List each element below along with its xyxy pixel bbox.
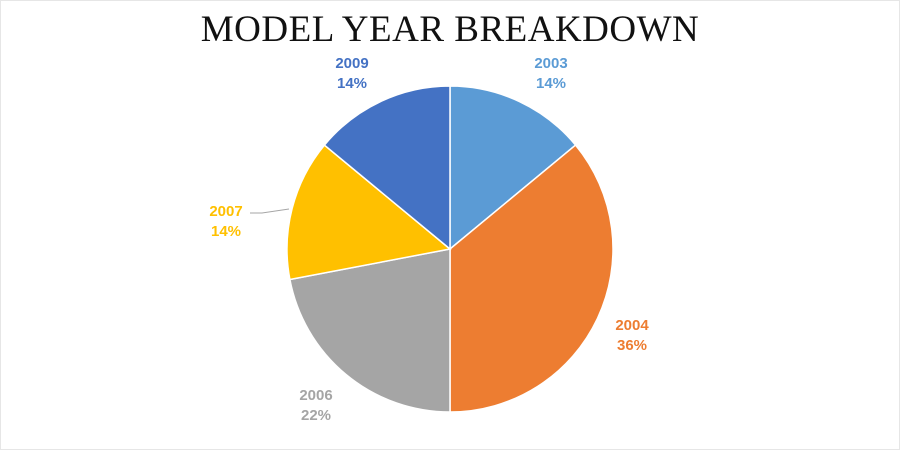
data-label-percent: 36%: [617, 337, 647, 354]
data-label-2007: 2007 14%: [209, 203, 242, 240]
leader-lines: [250, 208, 290, 214]
data-label-category: 2006: [299, 387, 332, 404]
data-labels: 2003 14% 2004 36% 2006 22% 2007 14% 2009 14%: [209, 55, 649, 424]
data-label-2004: 2004 36%: [615, 317, 649, 354]
data-label-category: 2007: [209, 203, 242, 220]
data-label-percent: 14%: [337, 75, 367, 92]
leader-line-2007: [250, 208, 290, 214]
pie-slices: [286, 85, 614, 413]
data-label-2003: 2003 14%: [534, 55, 567, 92]
data-label-2006: 2006 22%: [299, 387, 332, 424]
data-label-percent: 14%: [536, 75, 566, 92]
data-label-percent: 22%: [301, 407, 331, 424]
data-label-percent: 14%: [211, 223, 241, 240]
pie-slice-2009: [323, 85, 451, 251]
pie-slice-2003: [449, 85, 577, 251]
data-label-category: 2009: [335, 55, 368, 72]
pie-slice-2006: [289, 248, 451, 413]
data-label-category: 2003: [534, 55, 567, 72]
pie-slice-2004: [449, 144, 614, 413]
data-label-2009: 2009 14%: [335, 55, 368, 92]
pie-slice-2007: [286, 144, 452, 281]
chart-title: MODEL YEAR BREAKDOWN: [200, 9, 700, 50]
data-label-category: 2004: [615, 317, 649, 334]
